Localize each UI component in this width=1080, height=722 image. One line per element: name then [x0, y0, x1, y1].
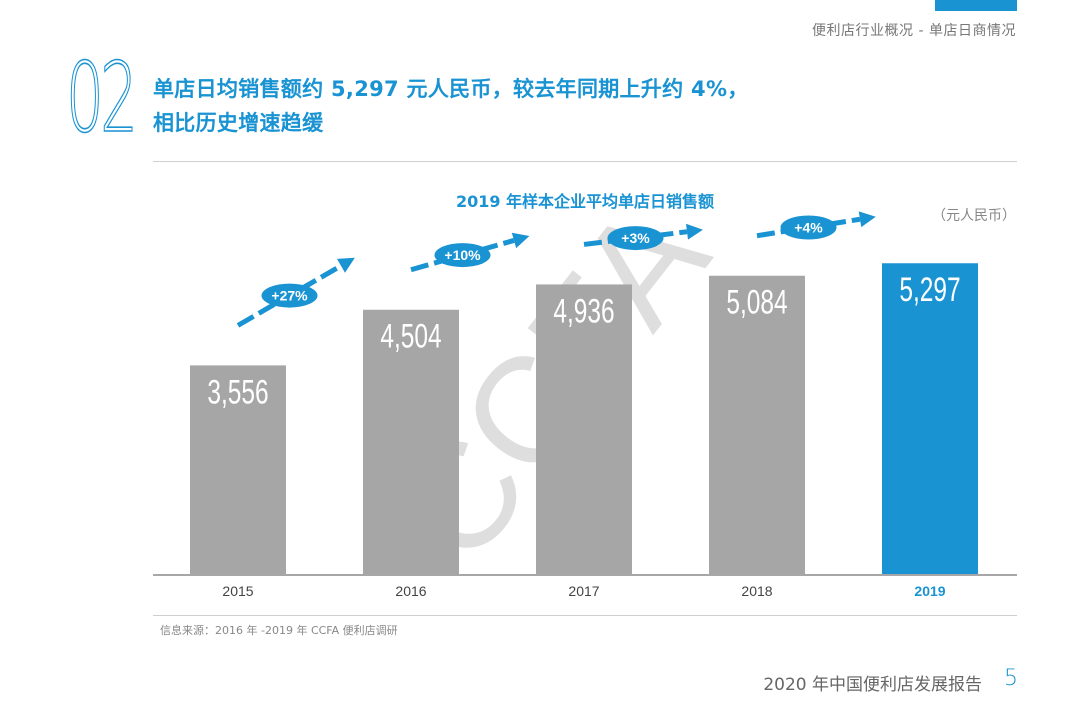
growth-badge-2016	[261, 283, 318, 308]
breadcrumb: 便利店行业概况 - 单店日商情况	[812, 23, 1016, 39]
bar-2017	[536, 284, 632, 574]
x-tick-2019: 2019	[914, 583, 945, 599]
value-label-2017: 4,936	[553, 293, 614, 331]
growth-arrow-head-2019	[858, 211, 876, 228]
growth-label-2018: +3%	[621, 230, 650, 246]
growth-badge-2019	[780, 215, 837, 240]
growth-badge-2017	[434, 243, 491, 268]
x-tick-2017: 2017	[568, 583, 599, 599]
value-label-2019: 5,297	[899, 271, 960, 309]
bar-2019	[882, 263, 978, 574]
growth-badge-2018	[607, 226, 664, 251]
growth-arrow-head-2016	[336, 257, 355, 273]
bar-2018	[709, 275, 805, 574]
top-accent-bar	[935, 0, 1017, 11]
x-tick-2015: 2015	[222, 583, 253, 599]
growth-label-2017: +10%	[444, 247, 481, 263]
headline-line-1: 单店日均销售额约 5,297 元人民币，较去年同期上升约 4%，	[153, 77, 749, 101]
growth-arrow-head-2017	[511, 232, 530, 249]
value-label-2018: 5,084	[726, 284, 787, 322]
growth-label-2016: +27%	[271, 288, 308, 304]
headline-line-2: 相比历史增速趋缓	[153, 111, 324, 135]
source-note: 信息来源：2016 年 -2019 年 CCFA 便利店调研	[160, 624, 398, 637]
section-number: 02	[66, 42, 139, 154]
value-label-2016: 4,504	[380, 318, 441, 356]
bar-2016	[363, 309, 459, 574]
footer-title: 2020 年中国便利店发展报告	[763, 675, 982, 695]
x-tick-2018: 2018	[741, 583, 772, 599]
growth-label-2019: +4%	[794, 219, 823, 235]
chart-title: 2019 年样本企业平均单店日销售额	[455, 192, 715, 211]
headline: 单店日均销售额约 5,297 元人民币，较去年同期上升约 4%， 相比历史增速趋…	[153, 72, 749, 140]
growth-arrow-head-2018	[686, 223, 703, 240]
divider-bottom	[153, 615, 1017, 616]
page-number: 5	[1004, 666, 1018, 691]
divider-top	[153, 161, 1017, 162]
bar-2015	[190, 365, 286, 574]
value-label-2015: 3,556	[207, 374, 268, 412]
unit-label: （元人民币）	[932, 208, 1016, 224]
x-tick-2016: 2016	[395, 583, 426, 599]
